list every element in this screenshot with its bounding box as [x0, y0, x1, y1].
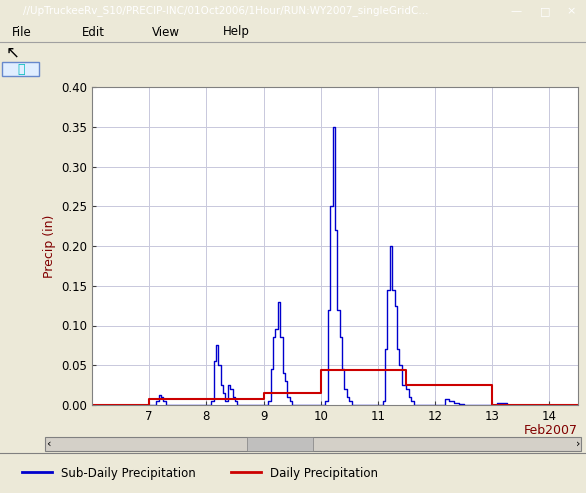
X-axis label: Feb2007: Feb2007 — [524, 424, 578, 437]
Line: Sub-Daily Precipitation: Sub-Daily Precipitation — [92, 127, 578, 405]
Text: Edit: Edit — [82, 26, 105, 38]
FancyBboxPatch shape — [247, 437, 313, 451]
Sub-Daily Precipitation — [286, 398, 293, 404]
Daily Precipitation — [546, 402, 553, 408]
Y-axis label: Precip (in): Precip (in) — [43, 214, 56, 278]
Text: View: View — [152, 26, 180, 38]
Daily Precipitation — [489, 402, 496, 408]
Text: ↖: ↖ — [6, 43, 19, 61]
Text: ‹: ‹ — [46, 439, 50, 449]
Text: ›: › — [575, 439, 580, 449]
Sub-Daily Precipitation — [341, 386, 348, 392]
Daily Precipitation — [431, 382, 438, 388]
FancyBboxPatch shape — [46, 437, 581, 451]
Sub-Daily Precipitation — [574, 402, 581, 408]
Daily Precipitation — [317, 367, 324, 373]
Line: Daily Precipitation: Daily Precipitation — [92, 370, 578, 405]
Daily Precipitation — [260, 390, 267, 396]
FancyBboxPatch shape — [2, 62, 39, 76]
Sub-Daily Precipitation — [329, 124, 336, 130]
Daily Precipitation — [88, 402, 96, 408]
Daily Precipitation — [203, 396, 210, 402]
Text: 🔍: 🔍 — [17, 63, 25, 75]
Text: //UpTruckeeRv_S10/PRECIP-INC/01Oct2006/1Hour/RUN:WY2007_singleGridC...: //UpTruckeeRv_S10/PRECIP-INC/01Oct2006/1… — [23, 5, 429, 16]
Text: □: □ — [540, 6, 550, 16]
Daily Precipitation — [288, 390, 295, 396]
Legend: Sub-Daily Precipitation, Daily Precipitation: Sub-Daily Precipitation, Daily Precipita… — [18, 462, 383, 484]
Daily Precipitation — [574, 402, 581, 408]
Text: —: — — [510, 6, 521, 16]
Sub-Daily Precipitation — [334, 307, 341, 313]
Sub-Daily Precipitation — [217, 382, 224, 388]
Text: File: File — [12, 26, 32, 38]
Sub-Daily Precipitation — [355, 402, 362, 408]
Sub-Daily Precipitation — [88, 402, 96, 408]
Text: Help: Help — [223, 26, 250, 38]
Daily Precipitation — [403, 382, 410, 388]
Daily Precipitation — [374, 367, 381, 373]
Sub-Daily Precipitation — [160, 398, 167, 404]
Text: ×: × — [567, 6, 576, 16]
Daily Precipitation — [146, 396, 153, 402]
